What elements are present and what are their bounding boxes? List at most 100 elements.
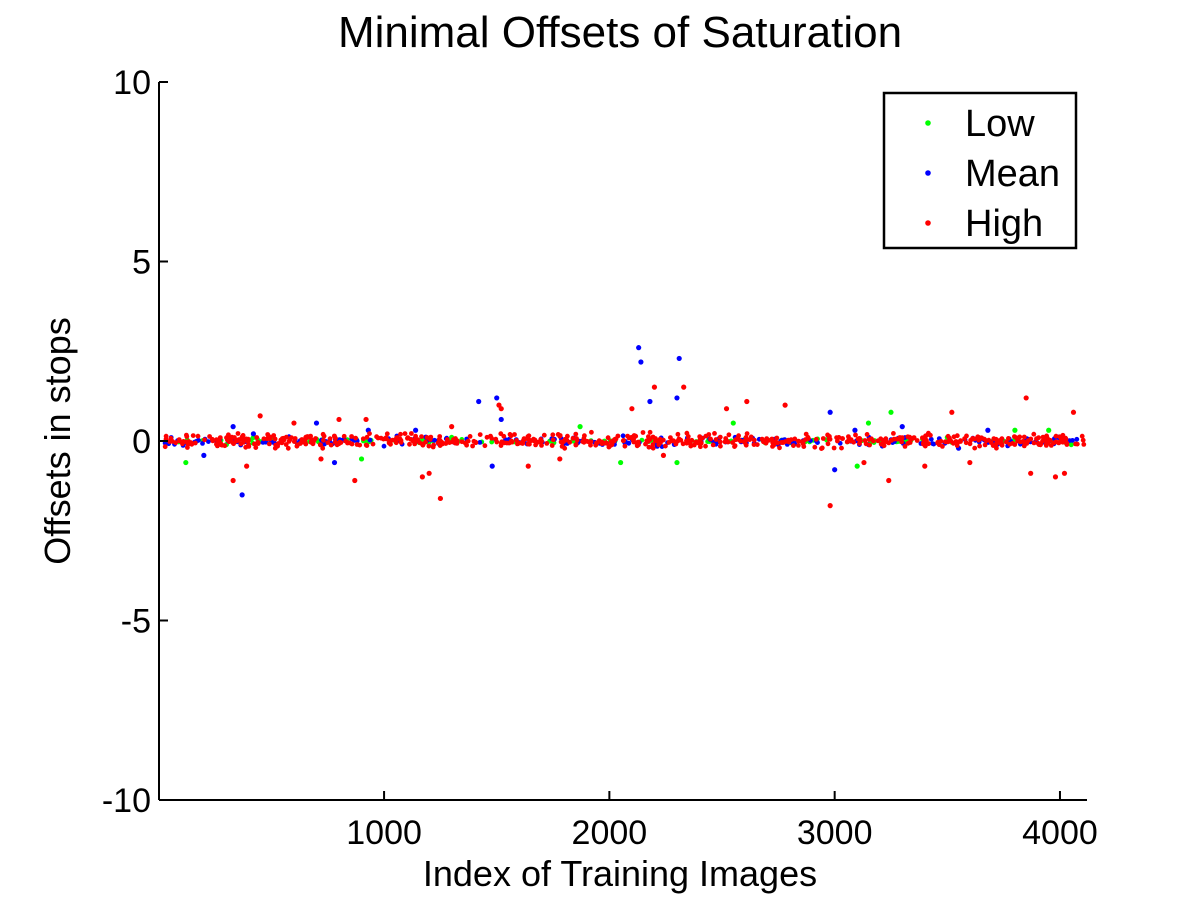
data-point: [923, 438, 929, 443]
data-point: [977, 443, 982, 449]
data-point: [717, 439, 723, 445]
data-point: [620, 433, 626, 439]
data-point: [1028, 436, 1034, 442]
data-point: [788, 437, 794, 442]
legend-marker-low: [925, 120, 931, 126]
data-point: [688, 443, 694, 449]
data-point: [618, 459, 624, 466]
data-point: [681, 384, 687, 390]
data-point: [801, 444, 807, 449]
data-point: [328, 442, 334, 448]
data-point: [413, 433, 418, 439]
data-point: [325, 440, 331, 445]
data-point: [629, 406, 635, 412]
data-point: [735, 435, 741, 441]
data-point: [853, 432, 858, 438]
data-point: [1023, 395, 1029, 401]
y-axis-label: Offsets in stops: [37, 317, 78, 564]
data-point: [230, 477, 236, 484]
data-point: [299, 439, 305, 445]
data-point: [806, 436, 811, 441]
data-point: [229, 434, 235, 440]
x-tick-label: 2000: [572, 814, 648, 852]
data-point: [988, 440, 994, 446]
data-point: [708, 436, 713, 442]
data-point: [564, 437, 570, 443]
data-point: [409, 431, 414, 436]
data-point: [685, 434, 691, 439]
data-point: [1061, 470, 1068, 476]
data-point: [840, 436, 845, 441]
data-point: [651, 384, 658, 390]
data-point: [1070, 438, 1075, 443]
data-point: [508, 433, 514, 439]
x-tick-label: 3000: [797, 814, 873, 852]
data-point: [670, 438, 676, 444]
data-point: [647, 429, 653, 435]
data-point: [520, 440, 526, 446]
data-point: [744, 431, 750, 436]
data-point: [697, 437, 703, 442]
data-point: [176, 437, 182, 442]
data-point: [646, 434, 651, 440]
data-point: [870, 438, 876, 444]
data-point: [621, 438, 627, 443]
data-point: [358, 456, 365, 462]
plot-area: -10 -5 0 5 10 1000 2000 3000 4000: [102, 64, 1098, 852]
data-point: [638, 359, 644, 365]
data-point: [349, 434, 354, 439]
data-point: [388, 441, 393, 447]
data-point: [272, 445, 278, 451]
data-point: [611, 437, 617, 443]
data-point: [313, 420, 320, 426]
series-mean: [162, 345, 1080, 498]
data-point: [861, 459, 867, 466]
data-point: [796, 438, 801, 444]
data-point: [419, 434, 424, 439]
data-point: [656, 442, 662, 448]
data-point: [498, 440, 504, 446]
data-point: [363, 416, 369, 423]
data-point: [539, 443, 544, 448]
y-tick-label: -5: [121, 603, 151, 641]
data-point: [723, 406, 730, 412]
data-point: [283, 442, 289, 447]
data-point: [921, 441, 926, 447]
data-point: [190, 433, 196, 438]
data-point: [878, 441, 884, 447]
data-point: [886, 477, 892, 484]
data-point: [184, 432, 189, 438]
legend-marker-mean: [925, 170, 931, 176]
data-point: [626, 440, 632, 446]
data-point: [726, 432, 732, 438]
data-point: [291, 420, 297, 426]
data-point: [577, 424, 583, 430]
data-point: [498, 406, 504, 412]
data-point: [186, 439, 192, 444]
data-point: [967, 441, 973, 447]
data-point: [419, 474, 425, 480]
data-point: [482, 443, 488, 449]
data-point: [1053, 433, 1059, 439]
data-point: [303, 441, 309, 447]
data-point: [573, 442, 579, 447]
data-point: [476, 398, 482, 405]
data-point: [180, 441, 185, 447]
data-point: [580, 439, 586, 444]
data-point: [1060, 439, 1065, 445]
data-point: [192, 440, 198, 446]
data-point: [883, 437, 888, 443]
data-point: [894, 436, 899, 442]
data-point: [899, 424, 905, 430]
data-point: [834, 435, 839, 440]
data-point: [265, 432, 271, 437]
series-high: [162, 384, 1087, 509]
data-point: [443, 441, 448, 446]
data-point: [240, 433, 246, 438]
data-point: [398, 440, 404, 445]
data-point: [459, 439, 465, 445]
data-point: [812, 444, 818, 450]
data-point: [675, 431, 681, 437]
data-point: [676, 436, 682, 442]
x-tick-label: 1000: [346, 814, 422, 852]
